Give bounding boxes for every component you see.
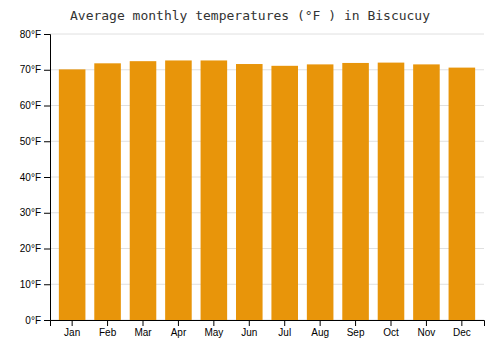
tick-mark (44, 177, 50, 178)
tick: Jun (241, 320, 257, 338)
tick-label: Aug (311, 327, 329, 338)
tick-mark (44, 284, 50, 285)
bar (378, 63, 405, 320)
bars (59, 60, 475, 320)
tick: 70°F (20, 64, 50, 75)
tick-label: 80°F (20, 29, 41, 40)
bar (165, 60, 192, 320)
tick: Jan (64, 320, 80, 338)
tick: 60°F (20, 100, 50, 111)
tick-mark (426, 320, 427, 326)
x-axis: Jan Feb Mar Apr May Jun Jul Aug Sep Oct Nov Dec (51, 320, 485, 338)
tick-mark (44, 320, 50, 321)
tick: 30°F (20, 207, 50, 218)
plot: Jan Feb Mar Apr May Jun Jul Aug Sep Oct Nov Dec 0°F 1… (20, 29, 485, 338)
grid (50, 34, 484, 320)
tick-label: Jun (241, 327, 257, 338)
tick-mark (461, 320, 462, 326)
bar (201, 60, 228, 320)
tick-label: 40°F (20, 172, 41, 183)
tick-label: 50°F (20, 136, 41, 147)
tick-mark (44, 34, 50, 35)
tick: Apr (171, 320, 187, 338)
tick: Feb (99, 320, 117, 338)
tick-mark (72, 320, 73, 326)
tick-mark (44, 70, 50, 71)
tick-mark (249, 320, 250, 326)
tick-mark (44, 106, 50, 107)
tick-label: Dec (453, 327, 471, 338)
tick: 40°F (20, 172, 50, 183)
tick-label: Nov (418, 327, 436, 338)
tick-mark (284, 320, 285, 326)
tick-mark (107, 320, 108, 326)
tick-label: May (204, 327, 223, 338)
tick-label: 0°F (25, 315, 41, 326)
tick: 10°F (20, 279, 50, 290)
tick-mark (44, 213, 50, 214)
chart: Jan Feb Mar Apr May Jun Jul Aug Sep Oct Nov Dec 0°F 1… (0, 0, 500, 350)
tick-mark (355, 320, 356, 326)
tick-label: 30°F (20, 207, 41, 218)
tick-label: Jul (278, 327, 291, 338)
tick: 20°F (20, 243, 50, 254)
tick-label: 20°F (20, 243, 41, 254)
tick-label: Jan (64, 327, 80, 338)
tick-label: 10°F (20, 279, 41, 290)
bar (59, 69, 86, 320)
tick-label: 60°F (20, 100, 41, 111)
tick: May (204, 320, 223, 338)
tick-mark (178, 320, 179, 326)
tick: Aug (311, 320, 329, 338)
bar (271, 66, 298, 320)
tick: 50°F (20, 136, 50, 147)
tick-mark (213, 320, 214, 326)
tick-mark (143, 320, 144, 326)
bar (236, 64, 263, 320)
tick: Oct (383, 320, 399, 338)
tick-mark (44, 141, 50, 142)
grid-line (50, 34, 484, 35)
tick-label: Mar (134, 327, 152, 338)
axis-line (51, 321, 485, 327)
tick: 80°F (20, 29, 50, 40)
tick-mark (44, 249, 50, 250)
title: Average monthly temperatures (°F ) in Bi… (70, 8, 430, 23)
bar (413, 64, 440, 320)
tick: 0°F (25, 315, 50, 326)
tick: Jul (278, 320, 291, 338)
bar (94, 63, 121, 320)
tick-mark (320, 320, 321, 326)
tick-mark (391, 320, 392, 326)
bar (449, 68, 476, 320)
tick-label: Feb (99, 327, 117, 338)
bar (342, 63, 369, 320)
tick-label: Apr (171, 327, 187, 338)
tick: Mar (134, 320, 152, 338)
tick: Nov (418, 320, 436, 338)
tick-label: 70°F (20, 64, 41, 75)
tick: Dec (453, 320, 471, 338)
tick: Sep (347, 320, 365, 338)
bar (130, 61, 157, 320)
y-axis: 0°F 10°F 20°F 30°F 40°F 50°F 60°F 70°F 80°F (20, 29, 51, 326)
axis-line (44, 35, 51, 321)
bar (307, 64, 334, 320)
tick-label: Sep (347, 327, 365, 338)
tick-label: Oct (383, 327, 399, 338)
